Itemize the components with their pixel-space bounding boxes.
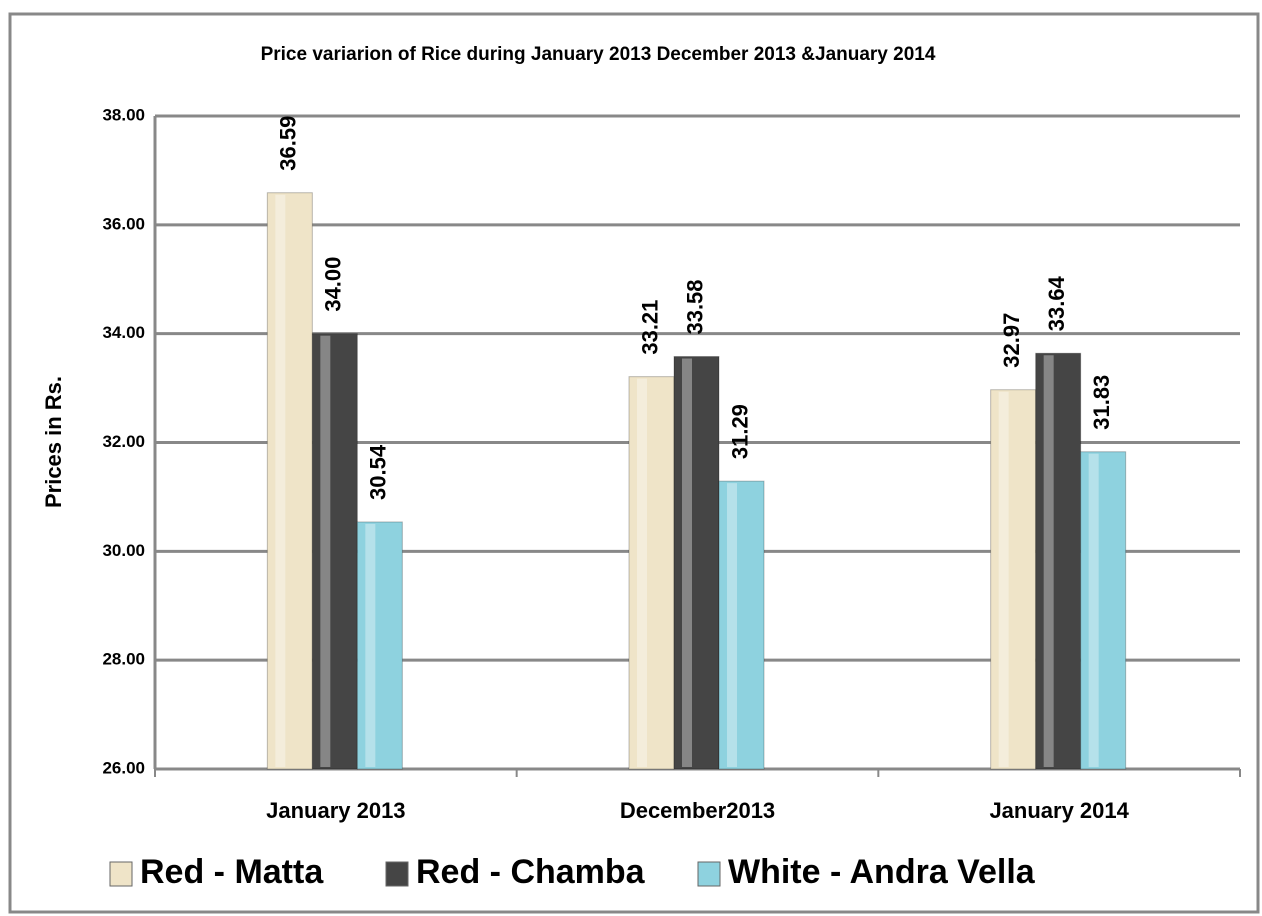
bar (628, 376, 675, 770)
y-tick-label: 36.00 (102, 214, 145, 233)
chart-title: Price variarion of Rice during January 2… (261, 44, 936, 65)
bar-shine (1043, 355, 1054, 767)
bar (673, 356, 720, 770)
bar (311, 333, 358, 770)
data-label: 31.29 (727, 404, 752, 459)
bar (356, 521, 403, 770)
data-label: 31.83 (1089, 375, 1114, 430)
bar-shine (727, 483, 737, 767)
bar (1080, 451, 1127, 770)
y-tick-label: 38.00 (102, 105, 145, 124)
y-axis-label: Prices in Rs. (41, 376, 66, 508)
data-label: 30.54 (366, 444, 391, 500)
data-label: 33.64 (1044, 275, 1069, 331)
legend-label: Red - Matta (140, 853, 324, 891)
data-label: 33.21 (637, 300, 662, 355)
legend-label: Red - Chamba (416, 853, 646, 891)
bar-shine (998, 391, 1009, 767)
bar-shine (320, 335, 331, 767)
bar-shine (365, 523, 376, 767)
data-label: 34.00 (321, 257, 346, 312)
bar (990, 389, 1037, 770)
x-tick-label: December2013 (620, 798, 775, 823)
data-label: 33.58 (682, 279, 707, 334)
y-tick-label: 32.00 (102, 432, 145, 451)
legend-swatch (385, 861, 409, 887)
y-tick-label: 28.00 (102, 650, 145, 669)
legend-swatch (697, 861, 721, 887)
bar-shine (275, 194, 286, 768)
bar-shine (637, 378, 647, 767)
data-label: 32.97 (999, 313, 1024, 368)
bar (1035, 352, 1082, 770)
bar-shine (1088, 453, 1099, 767)
x-tick-label: January 2014 (989, 798, 1129, 823)
y-tick-label: 26.00 (102, 758, 145, 777)
y-tick-label: 30.00 (102, 541, 145, 560)
data-label: 36.59 (276, 116, 301, 171)
x-tick-label: January 2013 (266, 798, 405, 823)
bar (718, 480, 765, 770)
y-tick-label: 34.00 (102, 323, 145, 342)
bar-shine (682, 358, 692, 767)
bar (266, 192, 313, 770)
legend-label: White - Andra Vella (728, 853, 1036, 891)
legend-swatch (109, 861, 133, 887)
